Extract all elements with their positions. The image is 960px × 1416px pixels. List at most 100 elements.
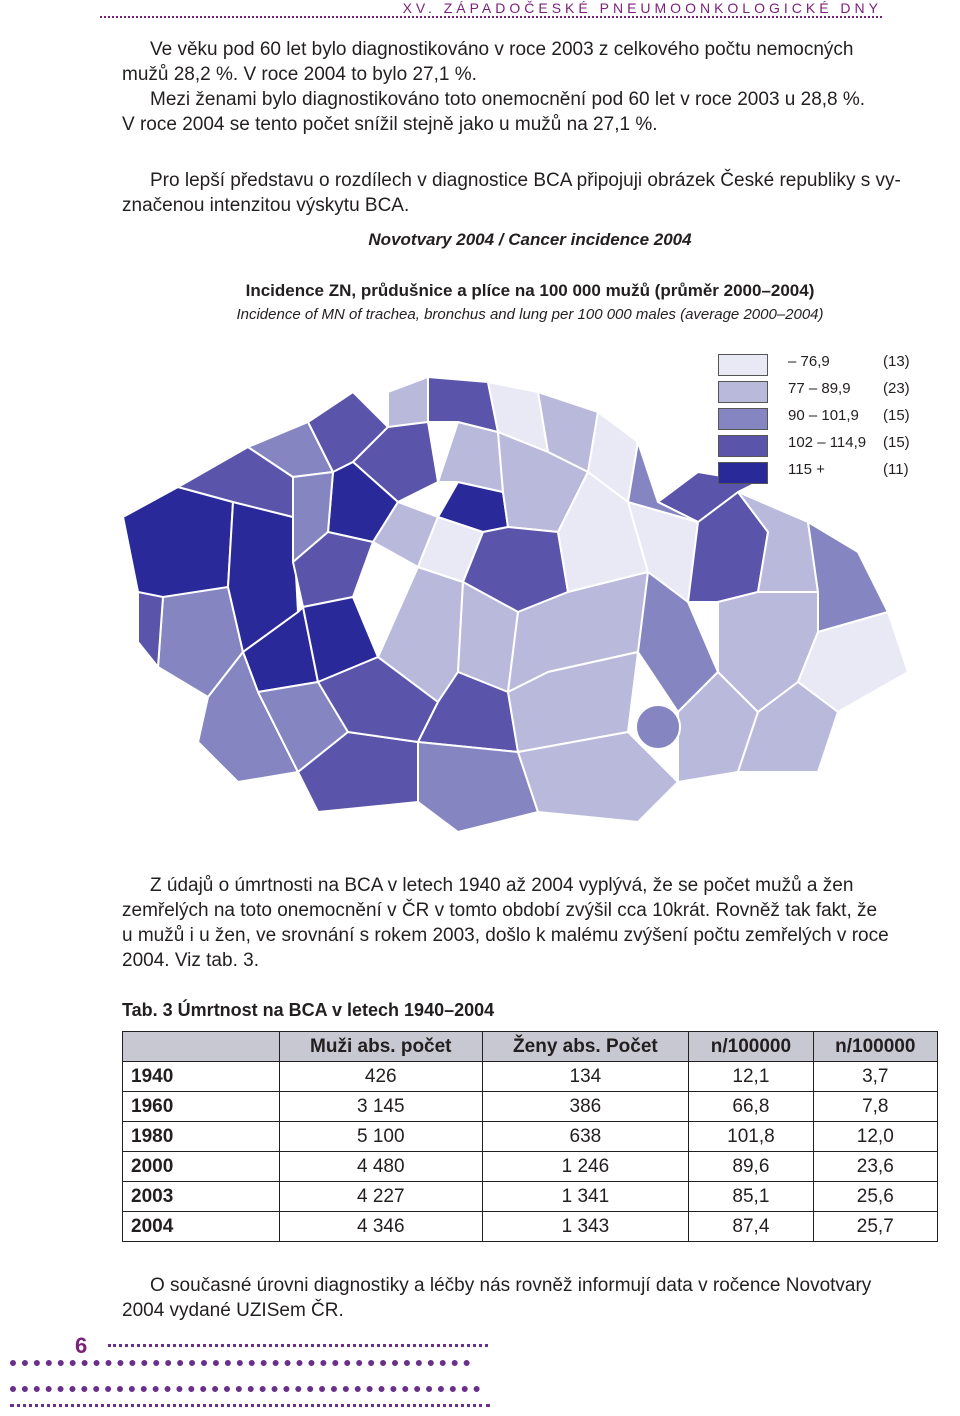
intro-p3-line1: Pro lepší představu o rozdílech v diagno… xyxy=(150,170,901,191)
table-cell: 87,4 xyxy=(688,1211,814,1242)
legend-row: 102 – 114,9 (15) xyxy=(718,433,918,460)
table-cell-year: 2000 xyxy=(122,1151,280,1182)
legend-swatch xyxy=(718,381,768,403)
legend-count: (13) xyxy=(883,353,910,370)
table-cell: 1 341 xyxy=(481,1181,690,1212)
legend-swatch xyxy=(718,435,768,457)
column-header xyxy=(122,1031,280,1062)
footer-dotted-rule xyxy=(10,1404,490,1407)
mortality-table: Muži abs. počet Ženy abs. Počet n/100000… xyxy=(122,1031,939,1242)
table-cell: 638 xyxy=(481,1121,690,1152)
district-region xyxy=(387,376,429,428)
legend-count: (23) xyxy=(883,380,910,397)
table-cell: 12,1 xyxy=(688,1061,814,1092)
table-cell: 134 xyxy=(481,1061,690,1092)
district-region xyxy=(635,704,681,750)
table-cell: 386 xyxy=(481,1091,690,1122)
table-cell: 4 227 xyxy=(279,1181,483,1212)
legend-count: (15) xyxy=(883,407,910,424)
intro-paragraph-2: Mezi ženami bylo diagnostikováno toto on… xyxy=(122,87,940,137)
legend-range: – 76,9 xyxy=(788,353,830,370)
table-cell-year: 1940 xyxy=(122,1061,280,1092)
legend-row: 90 – 101,9 (15) xyxy=(718,406,918,433)
legend-swatch xyxy=(718,462,768,484)
district-region xyxy=(797,611,909,713)
table-cell: 4 346 xyxy=(279,1211,483,1242)
table-cell: 4 480 xyxy=(279,1151,483,1182)
district-region xyxy=(352,421,439,503)
table-cell: 1 246 xyxy=(481,1151,690,1182)
table-cell: 25,6 xyxy=(812,1181,939,1212)
table-row: 2000 4 480 1 246 89,6 23,6 xyxy=(122,1151,939,1182)
table-caption: Tab. 3 Úmrtnost na BCA v letech 1940–200… xyxy=(122,1000,495,1020)
table-cell-year: 1960 xyxy=(122,1091,280,1122)
intro-p1-line2: mužů 28,2 %. V roce 2004 to bylo 27,1 %. xyxy=(122,64,477,85)
table-row: 1940 426 134 12,1 3,7 xyxy=(122,1061,939,1092)
body-line1: Z údajů o úmrtnosti na BCA v letech 1940… xyxy=(150,875,854,896)
map-svg xyxy=(122,376,909,833)
intro-paragraph-3: Pro lepší představu o rozdílech v diagno… xyxy=(122,168,940,218)
table-row: 1960 3 145 386 66,8 7,8 xyxy=(122,1091,939,1122)
legend-swatch xyxy=(718,408,768,430)
district-region xyxy=(737,681,839,773)
running-header: XV. ZÁPADOČESKÉ PNEUMOONKOLOGICKÉ DNY xyxy=(402,0,882,16)
district-region xyxy=(427,376,499,433)
column-header: n/100000 xyxy=(688,1031,814,1062)
district-region xyxy=(137,591,164,668)
table-row: 1980 5 100 638 101,8 12,0 xyxy=(122,1121,939,1152)
legend-range: 115 + xyxy=(788,461,825,478)
table-cell: 101,8 xyxy=(688,1121,814,1152)
footer-dotted-rule xyxy=(10,1360,470,1366)
intro-p2-line1: Mezi ženami bylo diagnostikováno toto on… xyxy=(150,89,866,110)
figure-subtitle-cz: Incidence ZN, průdušnice a plíce na 100 … xyxy=(245,281,815,300)
map-legend: – 76,9 (13) 77 – 89,9 (23) 90 – 101,9 (1… xyxy=(718,352,918,487)
intro-p2-line2: V roce 2004 se tento počet snížil stejně… xyxy=(122,114,658,135)
table-cell-year: 2004 xyxy=(122,1211,280,1242)
table-cell: 426 xyxy=(279,1061,483,1092)
column-header: n/100000 xyxy=(812,1031,939,1062)
table-cell: 23,6 xyxy=(812,1151,939,1182)
figure-title: Novotvary 2004 / Cancer incidence 2004 xyxy=(368,230,692,249)
table-cell-year: 1980 xyxy=(122,1121,280,1152)
footer-dotted-rule xyxy=(108,1344,488,1347)
table-cell: 89,6 xyxy=(688,1151,814,1182)
district-region xyxy=(507,651,639,753)
legend-row: 77 – 89,9 (23) xyxy=(718,379,918,406)
intro-p3-line2: značenou intenzitou výskytu BCA. xyxy=(122,195,410,216)
body-paragraph: Z údajů o úmrtnosti na BCA v letech 1940… xyxy=(122,873,940,973)
legend-row: – 76,9 (13) xyxy=(718,352,918,379)
body-line4: 2004. Viz tab. 3. xyxy=(122,950,259,971)
legend-range: 90 – 101,9 xyxy=(788,407,859,424)
legend-range: 102 – 114,9 xyxy=(788,434,867,451)
legend-range: 77 – 89,9 xyxy=(788,380,851,397)
czech-incidence-map xyxy=(118,352,918,852)
closing-line1: O současné úrovni diagnostiky a léčby ná… xyxy=(150,1275,872,1296)
district-region xyxy=(437,421,504,493)
table-cell: 7,8 xyxy=(812,1091,939,1122)
table-cell-year: 2003 xyxy=(122,1181,280,1212)
intro-paragraph-1: Ve věku pod 60 let bylo diagnostikováno … xyxy=(122,37,940,87)
closing-line2: 2004 vydané UZISem ČR. xyxy=(122,1300,344,1321)
table-cell: 1 343 xyxy=(481,1211,690,1242)
district-region xyxy=(637,571,719,713)
district-region xyxy=(517,731,679,823)
figure-subtitle-en: Incidence of MN of trachea, bronchus and… xyxy=(236,306,824,323)
header-dotted-rule xyxy=(100,16,882,18)
table-cell: 3,7 xyxy=(812,1061,939,1092)
legend-count: (15) xyxy=(883,434,910,451)
column-header: Muži abs. počet xyxy=(279,1031,483,1062)
page-number: 6 xyxy=(75,1333,88,1358)
table-cell: 25,7 xyxy=(812,1211,939,1242)
intro-p1-line1: Ve věku pod 60 let bylo diagnostikováno … xyxy=(150,39,854,60)
body-line2: zemřelých na toto onemocnění v ČR v tomt… xyxy=(122,900,878,921)
district-region xyxy=(292,531,374,608)
table-cell: 3 145 xyxy=(279,1091,483,1122)
legend-row: 115 + (11) xyxy=(718,460,918,487)
table-row: 2003 4 227 1 341 85,1 25,6 xyxy=(122,1181,939,1212)
table-cell: 85,1 xyxy=(688,1181,814,1212)
table-cell: 5 100 xyxy=(279,1121,483,1152)
table-cell: 12,0 xyxy=(812,1121,939,1152)
district-region xyxy=(627,441,699,523)
footer-dotted-rule xyxy=(10,1386,480,1392)
table-row: 2004 4 346 1 343 87,4 25,7 xyxy=(122,1211,939,1242)
